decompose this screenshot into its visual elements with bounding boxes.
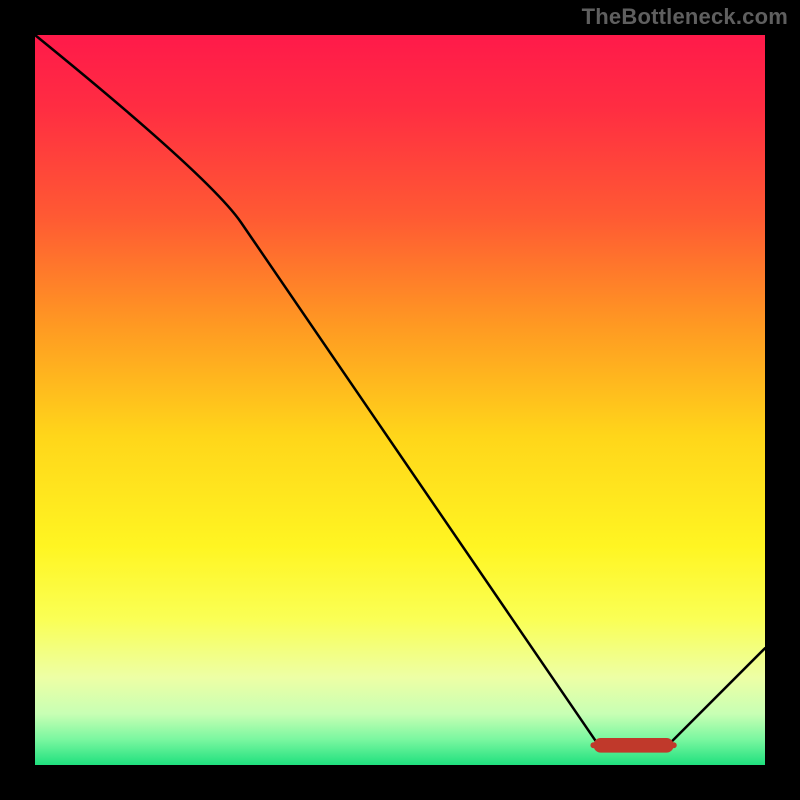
- bottleneck-chart: [0, 0, 800, 800]
- plot-background: [35, 35, 765, 765]
- optimal-range-endpoint: [590, 742, 596, 748]
- optimal-range-strip: [593, 738, 673, 753]
- optimal-range-endpoint: [671, 742, 677, 748]
- chart-container: TheBottleneck.com: [0, 0, 800, 800]
- optimal-range-marker: [590, 738, 676, 753]
